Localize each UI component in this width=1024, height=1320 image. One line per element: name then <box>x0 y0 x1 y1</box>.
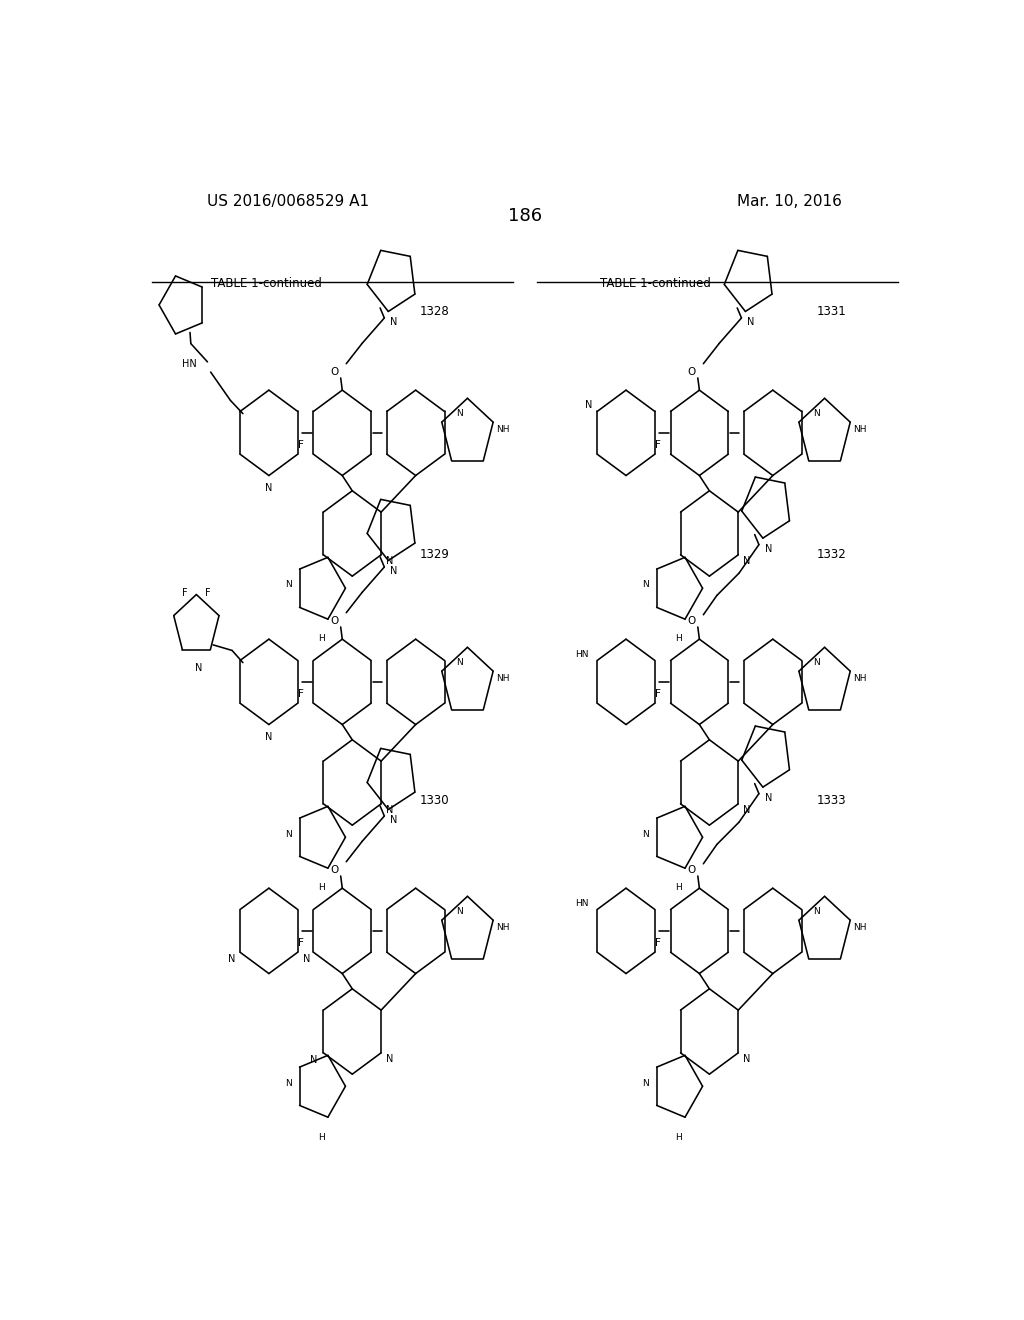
Text: N: N <box>743 805 751 816</box>
Text: N: N <box>286 581 292 590</box>
Text: 1332: 1332 <box>816 548 846 561</box>
Text: N: N <box>642 1078 649 1088</box>
Text: O: O <box>687 865 695 875</box>
Text: TABLE 1-continued: TABLE 1-continued <box>211 276 323 289</box>
Text: O: O <box>687 616 695 626</box>
Text: 1330: 1330 <box>420 793 450 807</box>
Text: N: N <box>456 659 463 668</box>
Text: N: N <box>813 409 820 418</box>
Text: NH: NH <box>853 675 866 682</box>
Text: HN: HN <box>575 899 589 908</box>
Text: US 2016/0068529 A1: US 2016/0068529 A1 <box>207 194 370 209</box>
Text: N: N <box>265 483 272 494</box>
Text: F: F <box>298 689 304 698</box>
Text: NH: NH <box>496 923 509 932</box>
Text: F: F <box>298 440 304 450</box>
Text: N: N <box>813 659 820 668</box>
Text: O: O <box>330 865 339 875</box>
Text: N: N <box>303 953 310 964</box>
Text: N: N <box>748 317 755 327</box>
Text: N: N <box>390 317 397 327</box>
Text: F: F <box>655 937 660 948</box>
Text: N: N <box>813 907 820 916</box>
Text: H: H <box>675 873 682 892</box>
Text: F: F <box>206 587 211 598</box>
Text: O: O <box>330 367 339 376</box>
Text: N: N <box>765 544 772 553</box>
Text: H: H <box>675 1122 682 1142</box>
Text: N: N <box>195 663 203 673</box>
Text: H: H <box>318 1122 325 1142</box>
Text: HN: HN <box>181 359 197 368</box>
Text: N: N <box>286 829 292 838</box>
Text: O: O <box>330 616 339 626</box>
Text: O: O <box>687 367 695 376</box>
Text: N: N <box>390 566 397 576</box>
Text: NH: NH <box>496 425 509 434</box>
Text: F: F <box>298 937 304 948</box>
Text: Mar. 10, 2016: Mar. 10, 2016 <box>737 194 842 209</box>
Text: N: N <box>456 907 463 916</box>
Text: N: N <box>765 793 772 803</box>
Text: NH: NH <box>853 923 866 932</box>
Text: NH: NH <box>496 675 509 682</box>
Text: TABLE 1-continued: TABLE 1-continued <box>600 276 712 289</box>
Text: N: N <box>743 1055 751 1064</box>
Text: 1333: 1333 <box>816 793 846 807</box>
Text: N: N <box>386 805 393 816</box>
Text: 1328: 1328 <box>420 305 450 318</box>
Text: H: H <box>318 624 325 643</box>
Text: N: N <box>642 581 649 590</box>
Text: F: F <box>655 440 660 450</box>
Text: F: F <box>181 587 187 598</box>
Text: N: N <box>286 1078 292 1088</box>
Text: N: N <box>386 1055 393 1064</box>
Text: H: H <box>675 624 682 643</box>
Text: 1331: 1331 <box>816 305 846 318</box>
Text: N: N <box>456 409 463 418</box>
Text: 186: 186 <box>508 207 542 226</box>
Text: N: N <box>743 556 751 566</box>
Text: N: N <box>309 1055 317 1065</box>
Text: F: F <box>655 689 660 698</box>
Text: NH: NH <box>853 425 866 434</box>
Text: N: N <box>642 829 649 838</box>
Text: HN: HN <box>575 649 589 659</box>
Text: N: N <box>227 953 236 964</box>
Text: H: H <box>318 873 325 892</box>
Text: 1329: 1329 <box>420 548 450 561</box>
Text: N: N <box>265 733 272 742</box>
Text: N: N <box>386 556 393 566</box>
Text: N: N <box>585 400 592 411</box>
Text: N: N <box>390 814 397 825</box>
